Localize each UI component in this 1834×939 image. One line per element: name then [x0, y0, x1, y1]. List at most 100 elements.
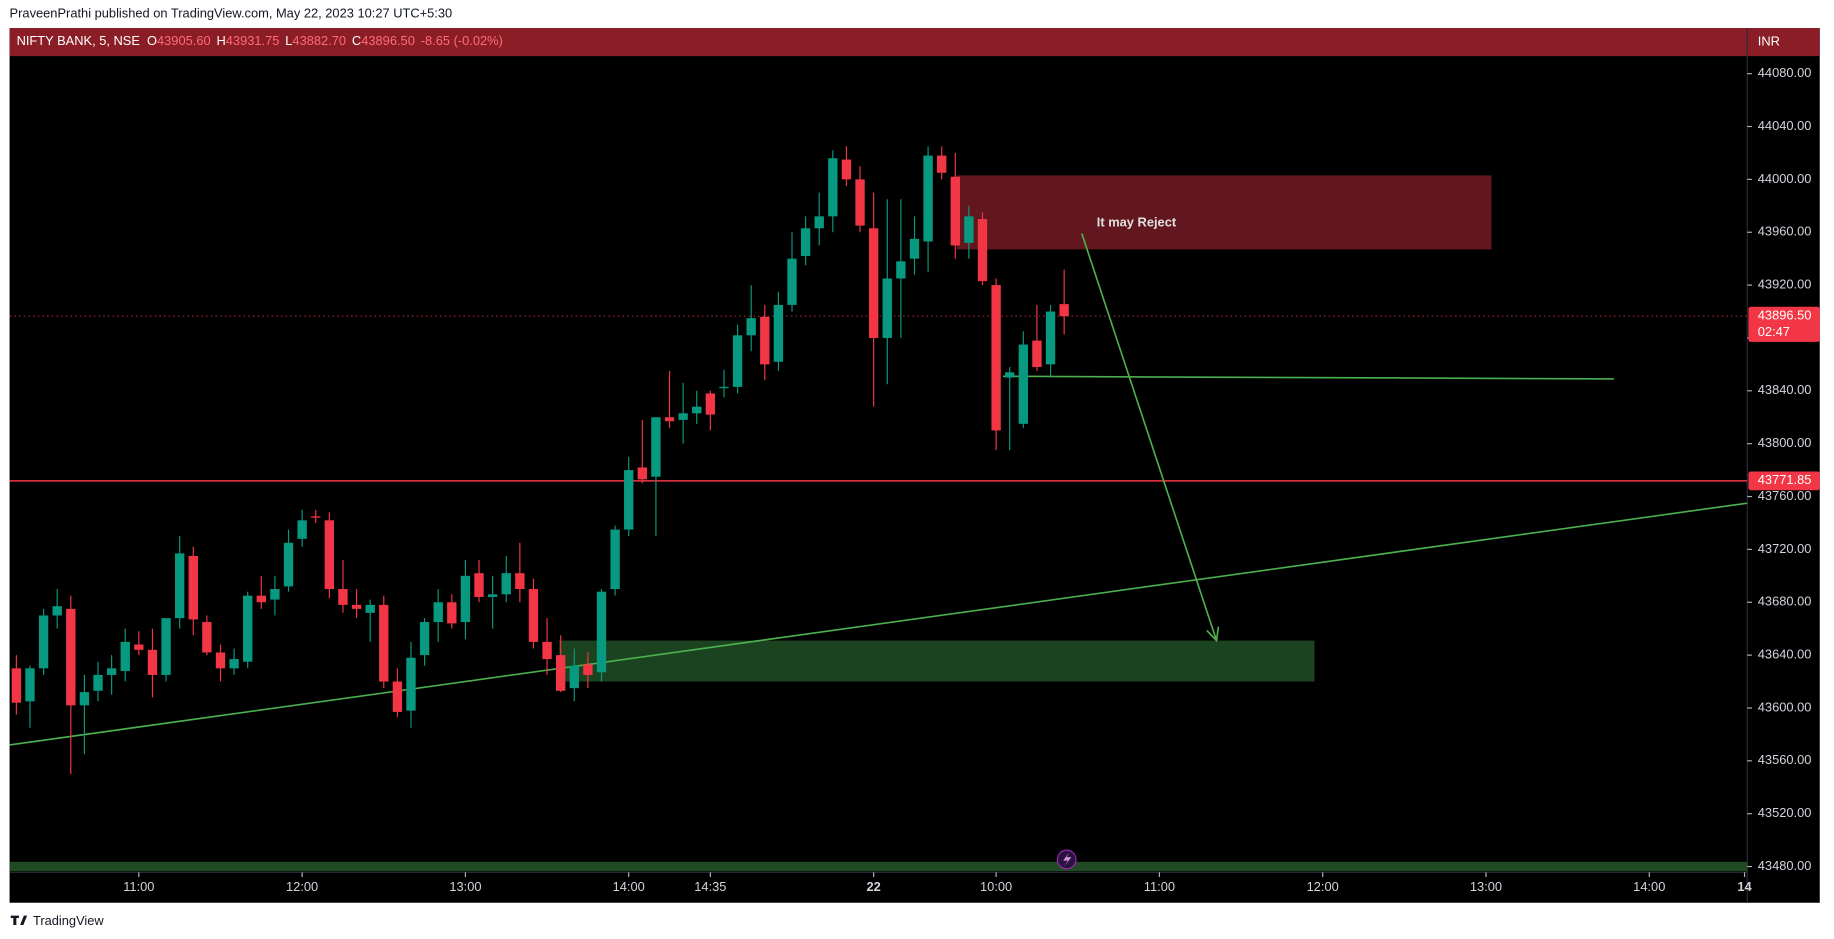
x-tick-label: 14:35 — [694, 879, 726, 894]
candle-body — [977, 219, 988, 282]
x-tick-label: 13:00 — [449, 879, 481, 894]
candle-body — [66, 608, 76, 706]
y-tick-label: 43720.00 — [1758, 541, 1812, 556]
y-tick-label: 43560.00 — [1758, 752, 1812, 767]
candle-body — [1005, 372, 1015, 378]
candle-body — [311, 516, 321, 518]
candle-body — [868, 228, 879, 338]
candle-body — [637, 467, 647, 480]
candle-body — [950, 176, 960, 246]
zone — [559, 640, 1315, 682]
legend-change: -8.65 (-0.02%) — [421, 33, 503, 48]
annotation: It may Reject — [1097, 214, 1177, 229]
legend-key: H — [216, 33, 225, 48]
indicator-strip — [9, 861, 1748, 872]
y-tick-label: 43520.00 — [1758, 805, 1812, 820]
x-tick-label: 13:00 — [1470, 879, 1502, 894]
legend-text: NIFTY BANK, 5, NSE O43905.60 H43931.75 L438… — [17, 33, 503, 48]
candle-body — [705, 393, 716, 415]
candle-body — [1032, 340, 1042, 368]
candle-body — [365, 604, 375, 613]
y-tick-label: 43840.00 — [1758, 382, 1812, 397]
candle-body — [1059, 304, 1069, 317]
candle-body — [569, 665, 579, 689]
candle-body — [256, 595, 266, 603]
x-tick-label: 22 — [866, 879, 880, 894]
y-tick-label: 43760.00 — [1758, 488, 1812, 503]
candle-body — [79, 692, 90, 706]
candle-body — [501, 573, 511, 595]
candle-body — [515, 573, 525, 590]
candle-body — [651, 417, 661, 477]
candle-body — [419, 622, 430, 656]
candle-body — [800, 228, 811, 257]
y-tick-label: 43960.00 — [1758, 224, 1812, 239]
candle-body — [841, 159, 852, 180]
currency: INR — [1758, 33, 1780, 48]
candle-body — [474, 573, 484, 597]
countdown: 02:47 — [1758, 324, 1790, 339]
y-tick-label: 44040.00 — [1758, 118, 1812, 133]
brand: TradingView — [10, 913, 104, 928]
candle-body — [106, 668, 117, 675]
candle-body — [93, 674, 103, 691]
y-tick-label: 43920.00 — [1758, 276, 1812, 291]
candle-body — [202, 622, 212, 653]
candle-body — [964, 216, 974, 243]
candle-body — [760, 316, 770, 365]
y-tick-label: 44080.00 — [1758, 65, 1812, 80]
y-tick-label: 43800.00 — [1758, 435, 1812, 450]
symbol: NIFTY BANK, 5, NSE — [17, 33, 141, 48]
candle-body — [338, 589, 348, 605]
price-tag — [1748, 306, 1820, 342]
candle-body — [923, 155, 933, 242]
candle-body — [270, 589, 280, 600]
candle-body — [991, 285, 1001, 431]
x-tick-label: 14:00 — [613, 879, 645, 894]
ohlc-legend: NIFTY BANK, 5, NSE O43905.60 H43931.75 L438… — [17, 33, 503, 48]
x-tick-label: 14 — [1737, 879, 1752, 894]
y-tick-label: 43640.00 — [1758, 647, 1812, 662]
candle-body — [147, 649, 158, 675]
candle-body — [773, 304, 784, 362]
candle-body — [542, 641, 552, 660]
candle-body — [52, 606, 62, 616]
y-tick-label: 44000.00 — [1758, 171, 1812, 186]
candle-body — [174, 553, 185, 619]
legend-value: 43882.70 — [292, 33, 346, 48]
chart-background — [9, 28, 1820, 903]
zone — [956, 175, 1492, 250]
candle-body — [828, 158, 838, 217]
y-tick-label: 43680.00 — [1758, 594, 1812, 609]
publisher-text: PraveenPrathi published on TradingView.c… — [10, 5, 453, 20]
legend-band — [9, 28, 1820, 57]
legend-value: 43896.50 — [361, 33, 415, 48]
x-tick-label: 14:00 — [1633, 879, 1665, 894]
brand-logo — [10, 915, 28, 925]
candle-body — [392, 681, 403, 712]
candle-body — [896, 261, 906, 279]
candle-body — [297, 520, 307, 539]
candle-body — [243, 595, 253, 662]
candle-body — [283, 542, 294, 587]
candle-body — [787, 258, 797, 305]
legend-value: 43931.75 — [226, 33, 280, 48]
legend-key: C — [352, 33, 361, 48]
x-tick-label: 12:00 — [286, 879, 318, 894]
candle-body — [855, 179, 865, 226]
y-tick-label: 43480.00 — [1758, 858, 1812, 873]
candle-body — [1018, 344, 1029, 424]
candle-body — [937, 155, 947, 173]
legend-key: O — [147, 33, 157, 48]
axes: INR 44080.00 44040.00 44000.00 43960.00 43920… — [123, 33, 1820, 894]
candle-body — [188, 556, 198, 620]
candle-body — [909, 238, 920, 259]
candle-body — [120, 641, 130, 671]
trend-line — [1002, 375, 1614, 380]
candle-body — [447, 602, 457, 624]
x-tick-label: 11:00 — [1144, 879, 1175, 894]
x-tick-label: 11:00 — [123, 879, 154, 894]
candle-body — [664, 417, 675, 422]
